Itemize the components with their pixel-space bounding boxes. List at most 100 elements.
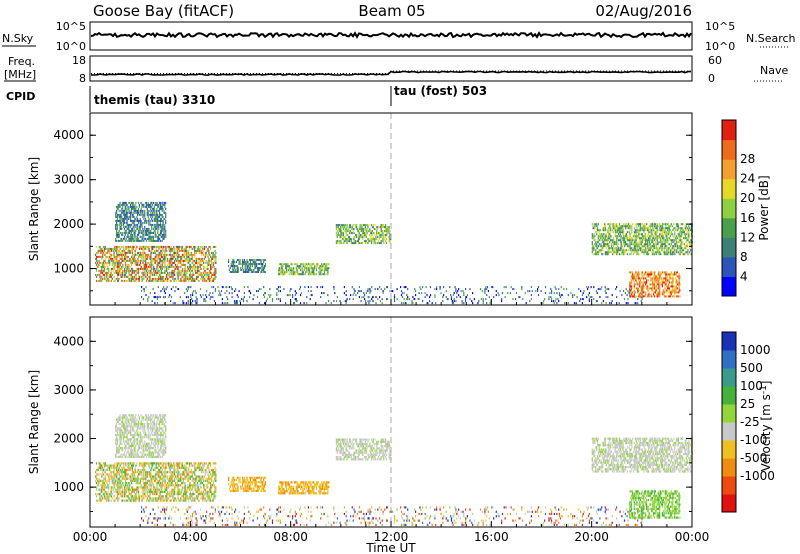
power-echo-cell [164, 251, 166, 254]
power-echo-cell [315, 273, 317, 276]
power-echo-cell [350, 238, 352, 241]
power-echo-cell [676, 283, 678, 286]
power-echo-cell [588, 298, 590, 301]
power-echo-cell [228, 259, 230, 261]
power-echo-cell [604, 253, 606, 256]
power-echo-cell [611, 245, 613, 248]
power-echo-cell [618, 227, 621, 230]
power-echo-cell [651, 251, 653, 254]
power-echo-cell [663, 281, 665, 284]
power-echo-cell [218, 294, 220, 297]
power-echo-cell [655, 225, 657, 228]
power-echo-cell [123, 235, 126, 238]
power-echo-cell [668, 223, 670, 226]
power-echo-cell [451, 302, 453, 305]
power-echo-cell [210, 271, 213, 274]
power-echo-cell [137, 231, 140, 234]
power-echo-cell [677, 283, 679, 286]
power-echo-cell [605, 243, 607, 246]
power-echo-cell [648, 275, 650, 278]
velocity-echo-cell [106, 468, 108, 472]
power-echo-cell [642, 237, 644, 240]
power-echo-cell [349, 224, 351, 227]
power-echo-cell [630, 249, 632, 252]
power-echo-cell [169, 265, 171, 268]
power-echo-cell [249, 263, 251, 265]
power-echo-cell [98, 269, 100, 272]
power-echo-cell [670, 241, 672, 244]
power-echo-cell [631, 225, 633, 228]
power-echo-cell [167, 279, 169, 282]
power-echo-cell [671, 291, 673, 294]
power-echo-cell [148, 223, 150, 226]
velocity-echo-cell [103, 482, 105, 485]
power-echo-cell [675, 251, 678, 254]
power-echo-cell [140, 267, 142, 270]
power-echo-cell [211, 255, 213, 258]
power-echo-cell [354, 236, 356, 239]
power-echo-cell [619, 241, 621, 244]
power-echo-cell [311, 271, 313, 274]
power-echo-cell [601, 253, 603, 256]
power-echo-cell [486, 302, 488, 305]
power-echo-cell [118, 253, 120, 256]
power-echo-cell [107, 255, 109, 258]
power-echo-cell [654, 225, 656, 228]
power-echo-cell [160, 265, 163, 268]
date-title: 02/Aug/2016 [595, 2, 692, 20]
power-echo-cell [124, 275, 126, 278]
power-echo-cell [652, 231, 654, 234]
power-echo-cell [153, 267, 155, 270]
power-echo-cell [670, 293, 672, 296]
power-echo-cell [158, 219, 160, 222]
power-echo-cell [164, 205, 166, 208]
power-echo-cell [556, 302, 558, 305]
power-echo-cell [294, 298, 296, 301]
power-echo-cell [164, 233, 166, 236]
power-echo-cell [131, 249, 133, 252]
power-echo-cell [161, 255, 163, 258]
power-echo-cell [622, 239, 624, 242]
power-echo-cell [661, 223, 664, 226]
power-echo-cell [645, 271, 647, 274]
power-echo-cell [122, 249, 124, 252]
power-echo-cell [194, 245, 196, 248]
power-echo-cell [661, 293, 663, 296]
power-echo-cell [684, 253, 686, 256]
power-echo-cell [165, 288, 167, 291]
velocity-echo-cell [102, 468, 105, 472]
power-echo-cell [262, 267, 264, 269]
power-echo-cell [134, 219, 136, 222]
power-echo-cell [169, 259, 171, 262]
power-echo-cell [338, 224, 340, 227]
power-echo-cell [604, 229, 606, 232]
power-echo-cell [597, 235, 599, 238]
power-echo-cell [667, 253, 669, 256]
power-echo-cell [649, 273, 651, 276]
power-echo-cell [144, 227, 146, 230]
power-echo-cell [655, 237, 657, 240]
power-echo-cell [676, 223, 678, 226]
power-echo-cell [122, 207, 124, 210]
power-echo-cell [684, 225, 686, 228]
power-echo-cell [131, 271, 133, 274]
power-echo-cell [225, 286, 227, 289]
power-echo-cell [672, 247, 674, 250]
power-echo-cell [656, 247, 658, 250]
power-echo-cell [374, 228, 376, 231]
power-echo-cell [128, 251, 130, 254]
power-echo-cell [664, 253, 666, 256]
power-echo-cell [370, 232, 372, 235]
power-echo-cell [647, 253, 650, 256]
power-echo-cell [161, 267, 163, 270]
power-echo-cell [124, 267, 126, 270]
power-echo-cell [620, 227, 622, 230]
power-echo-cell [608, 231, 610, 234]
power-echo-cell [144, 225, 146, 228]
power-echo-cell [611, 223, 614, 226]
power-echo-cell [667, 223, 669, 226]
power-echo-cell [145, 219, 147, 222]
power-echo-cell [145, 233, 147, 236]
power-echo-cell [670, 231, 672, 234]
power-echo-cell [264, 271, 266, 273]
